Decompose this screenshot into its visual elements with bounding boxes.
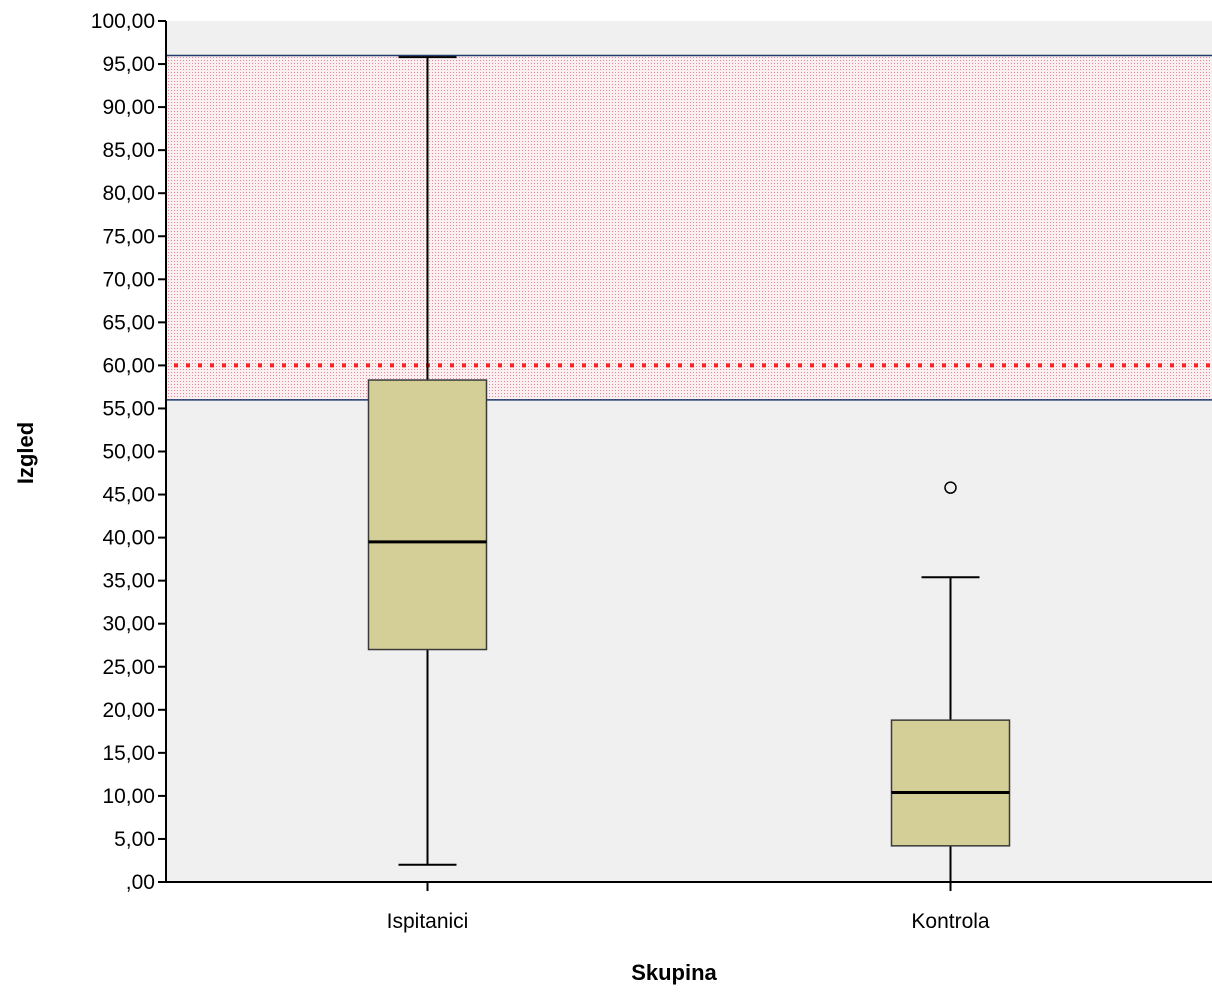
y-tick-label: 95,00 [102, 53, 155, 76]
reference-band [166, 55, 1212, 400]
y-tick-label: 55,00 [102, 397, 155, 420]
y-tick-label: 25,00 [102, 656, 155, 679]
iqr-box [890, 719, 1011, 847]
y-tick-label: 10,00 [102, 785, 155, 808]
axis-layer: ,00 5,00 10,00 15,00 20,00 25,00 30,00 35,00 40,… [91, 10, 1212, 933]
x-tick-label: Ispitanici [387, 910, 469, 933]
y-tick-label: 100,00 [91, 10, 155, 33]
y-axis-title: Izgled [13, 422, 38, 484]
y-tick-label: 60,00 [102, 354, 155, 377]
box-kontrola [890, 481, 1011, 883]
y-tick-label: 5,00 [114, 828, 155, 851]
y-tick-label: 65,00 [102, 311, 155, 334]
y-tick-label: ,00 [126, 871, 155, 894]
box-layer [367, 56, 1011, 883]
y-tick-label: 35,00 [102, 570, 155, 593]
y-tick-label: 80,00 [102, 182, 155, 205]
outlier-point [944, 481, 957, 494]
y-tick-label: 15,00 [102, 742, 155, 765]
y-tick-label: 30,00 [102, 613, 155, 636]
y-tick-label: 40,00 [102, 527, 155, 550]
y-tick-label: 90,00 [102, 96, 155, 119]
y-tick-label: 45,00 [102, 484, 155, 507]
x-tick-label: Kontrola [911, 910, 990, 933]
x-axis-title: Skupina [631, 960, 717, 985]
y-tick-label: 75,00 [102, 225, 155, 248]
y-tick-label: 70,00 [102, 268, 155, 291]
reference-band-layer [166, 54, 1212, 401]
y-tick-label: 85,00 [102, 139, 155, 162]
iqr-box [367, 379, 488, 651]
box-ispitanici [367, 56, 488, 866]
y-tick-label: 20,00 [102, 699, 155, 722]
y-tick-label: 50,00 [102, 441, 155, 464]
